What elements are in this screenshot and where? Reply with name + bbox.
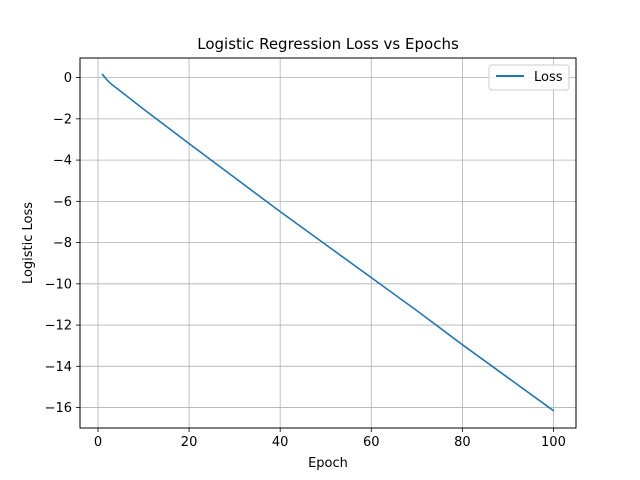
- x-tick-label: 100: [541, 435, 566, 450]
- legend-label: Loss: [534, 70, 563, 85]
- plot-frame: [79, 57, 577, 429]
- y-tick-label: −12: [45, 319, 72, 334]
- series-layer: [101, 73, 555, 412]
- ticks: 0 20 40 60 80 100 0 −2 −4 −6 −8 −10 −12 −14 −16: [45, 71, 566, 450]
- y-tick-label: −14: [45, 360, 72, 375]
- x-tick-label: 20: [181, 435, 198, 450]
- x-tick-label: 80: [454, 435, 471, 450]
- y-tick-label: −6: [53, 195, 72, 210]
- legend-box: [488, 64, 570, 91]
- grid: [80, 58, 576, 428]
- x-axis-label: Epoch: [308, 456, 348, 471]
- x-tick-label: 60: [363, 435, 380, 450]
- y-tick-label: 0: [64, 71, 72, 86]
- y-tick-label: −2: [53, 112, 72, 127]
- y-tick-label: −8: [53, 236, 72, 251]
- y-tick-label: −4: [53, 154, 72, 169]
- y-tick-label: −16: [45, 401, 72, 416]
- x-tick-label: 40: [272, 435, 289, 450]
- chart-title: Logistic Regression Loss vs Epochs: [197, 35, 459, 53]
- legend: Loss: [488, 64, 570, 91]
- loss-series-line: [101, 73, 555, 412]
- y-axis-label: Logistic Loss: [21, 202, 36, 284]
- y-tick-label: −10: [45, 277, 72, 292]
- x-tick-label: 0: [94, 435, 102, 450]
